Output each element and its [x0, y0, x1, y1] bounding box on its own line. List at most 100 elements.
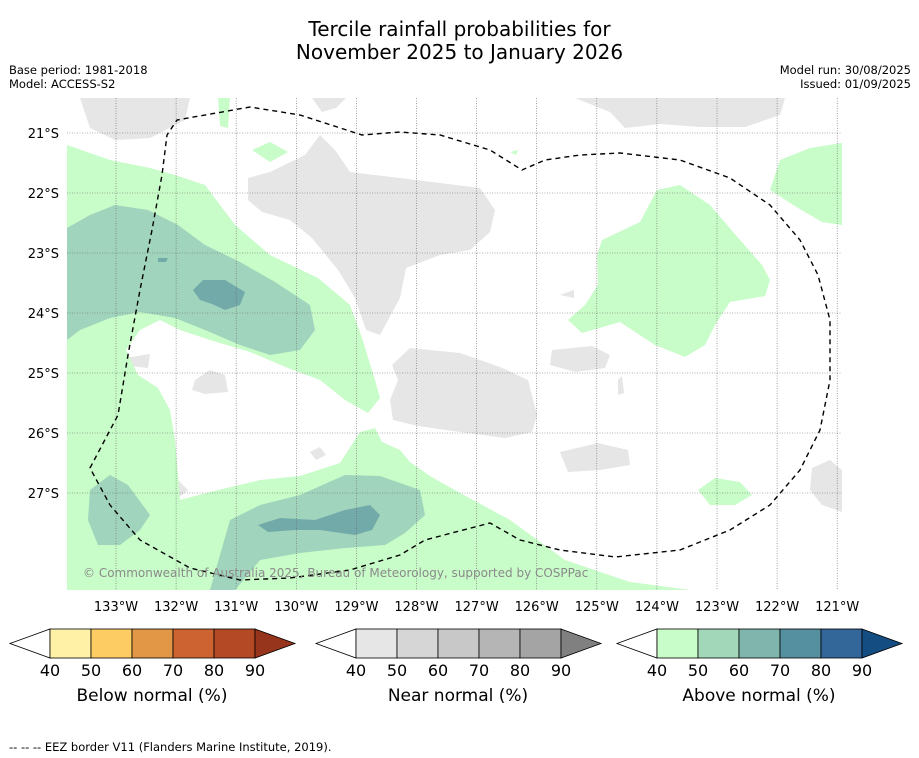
lat-label: 26°S [28, 427, 59, 442]
lat-label: 27°S [28, 487, 59, 502]
colorbar-tick-label: 60 [428, 661, 448, 680]
map-title: Tercile rainfall probabilities for Novem… [0, 18, 919, 64]
above-40-southeast-blob [698, 478, 752, 505]
lon-label: 121°W [815, 600, 859, 615]
colorbar-cell [396, 628, 439, 659]
colorbar-tick-label: 50 [688, 661, 708, 680]
above-50-south [88, 475, 425, 590]
colorbar-cell [820, 628, 863, 659]
lon-label: 125°W [575, 600, 619, 615]
lon-label: 126°W [515, 600, 559, 615]
above-50-west [67, 205, 315, 355]
lon-label: 132°W [154, 600, 198, 615]
colorbar-tick-label: 40 [346, 661, 366, 680]
colorbar-tick-label: 90 [852, 661, 872, 680]
lon-label: 123°W [695, 600, 739, 615]
colorbar-extend-high [560, 628, 603, 659]
colorbar-extend-high [861, 628, 904, 659]
near-region-north-strip [312, 98, 346, 112]
lat-label: 21°S [28, 127, 59, 142]
near-region-west-blob [192, 370, 228, 394]
above-60-speck [158, 258, 168, 262]
latitude-labels: 21°S 22°S 23°S 24°S 25°S 26°S 27°S [28, 127, 59, 502]
above-60-south-patch [258, 505, 380, 535]
lat-label: 25°S [28, 367, 59, 382]
above-40-speck [510, 150, 518, 155]
colorbar-tick-label: 90 [551, 661, 571, 680]
colorbar-extend-low [615, 628, 658, 659]
near-region-east-small [550, 346, 610, 372]
colorbar-label-near: Near normal (%) [387, 686, 529, 706]
copyright-text: © Commonwealth of Australia 2025, Bureau… [83, 566, 588, 580]
colorbar-cell [90, 628, 133, 659]
lon-label: 127°W [455, 600, 499, 615]
above-40-north-bit-1 [218, 98, 230, 128]
colorbar-label-above: Above normal (%) [682, 686, 836, 706]
lat-label: 23°S [28, 247, 59, 262]
near-region-far-east [810, 460, 842, 512]
near-region-south-center [390, 348, 537, 438]
lon-label: 129°W [334, 600, 378, 615]
colorbar-extend-low [8, 628, 51, 659]
footer-note: -- -- -- EEZ border V11 (Flanders Marine… [9, 740, 332, 754]
above-50-regions [67, 205, 425, 590]
near-region-northwest [80, 98, 190, 140]
colorbar-cell [131, 628, 174, 659]
colorbar-tick-label: 40 [647, 661, 667, 680]
issued-date: Issued: 01/09/2025 [800, 77, 911, 91]
colorbar-tick-label: 50 [387, 661, 407, 680]
map-area: © Commonwealth of Australia 2025, Bureau… [67, 98, 842, 590]
colorbar-cell [519, 628, 562, 659]
colorbar-above: 40 50 60 70 80 90 [615, 628, 904, 680]
colorbar-cell [779, 628, 822, 659]
colorbar-cell [172, 628, 215, 659]
near-normal-regions [80, 98, 842, 512]
above-40-northeast [770, 143, 842, 225]
lon-label: 131°W [214, 600, 258, 615]
base-info: Base period: 1981-2018 Model: ACCESS-S2 [9, 63, 148, 91]
near-region-center [248, 135, 495, 335]
lon-label: 124°W [635, 600, 679, 615]
eez-border-line [89, 106, 831, 581]
lat-label: 22°S [28, 187, 59, 202]
above-60-west-patch [193, 280, 245, 310]
colorbar-tick-label: 70 [163, 661, 183, 680]
base-period: Base period: 1981-2018 [9, 63, 148, 77]
above-40-east [568, 185, 770, 357]
colorbar-extend-high [254, 628, 297, 659]
lon-label: 133°W [94, 600, 138, 615]
above-40-north-bit-2 [252, 142, 288, 162]
near-region-speck-3 [618, 376, 624, 395]
lon-label: 128°W [394, 600, 438, 615]
map-gridlines [67, 98, 842, 590]
near-region-southeast [560, 443, 630, 472]
colorbar-cell [49, 628, 92, 659]
near-region-speck-4 [660, 98, 680, 105]
colorbar-tick-label: 80 [811, 661, 831, 680]
run-info: Model run: 30/08/2025 Issued: 01/09/2025 [780, 63, 911, 91]
near-region-speck-1 [310, 447, 326, 460]
colorbar-extend-low [314, 628, 357, 659]
colorbar-below: 40 50 60 70 80 90 [8, 628, 297, 680]
colorbar-tick-label: 70 [770, 661, 790, 680]
colorbar-near: 40 50 60 70 80 90 [314, 628, 603, 680]
colorbar-tick-label: 60 [122, 661, 142, 680]
model-run: Model run: 30/08/2025 [779, 63, 911, 77]
colorbar-tick-label: 80 [204, 661, 224, 680]
colorbar-cell [437, 628, 480, 659]
colorbar-tick-label: 90 [245, 661, 265, 680]
colorbar-cell [355, 628, 398, 659]
title-line-2: November 2025 to January 2026 [295, 40, 624, 64]
colorbar-tick-label: 70 [469, 661, 489, 680]
lon-label: 122°W [755, 600, 799, 615]
near-region-speck-2 [560, 290, 574, 298]
colorbar-cell [478, 628, 521, 659]
colorbar-cell [656, 628, 699, 659]
colorbar-tick-label: 50 [81, 661, 101, 680]
colorbars: 40 50 60 70 80 90 40 50 60 70 80 90 40 50 60 70 80 90 [8, 628, 904, 680]
longitude-labels: 133°W 132°W 131°W 130°W 129°W 128°W 127°W 126°W… [94, 600, 860, 615]
colorbar-tick-label: 40 [40, 661, 60, 680]
colorbar-tick-label: 80 [510, 661, 530, 680]
colorbar-cell [738, 628, 781, 659]
